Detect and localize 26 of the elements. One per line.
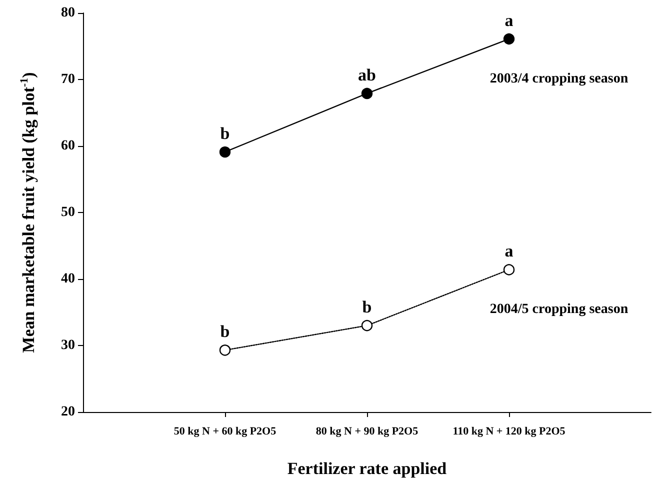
annotation: ab (358, 65, 376, 84)
y-tick-label: 60 (61, 138, 75, 154)
annotation: b (220, 322, 230, 342)
x-tick-label: 110 kg N + 120 kg P2O5 (452, 426, 566, 438)
y-tick-label: 70 (61, 72, 75, 87)
point (361, 320, 373, 332)
x-tick-label: 80 kg N + 90 kg P2O5 (316, 426, 419, 438)
point (503, 264, 515, 276)
point (219, 344, 231, 356)
y-tick-label: 40 (61, 272, 75, 286)
point (361, 88, 373, 100)
series-label: 2004/5 cropping season (490, 302, 628, 318)
annotation: a (504, 10, 514, 30)
point (219, 146, 231, 158)
annotation: b (220, 124, 230, 143)
y-tick-label: 30 (61, 338, 75, 353)
y-axis-title: Mean marketable fruit yield (kg plot-1) (18, 72, 38, 353)
annotation: a (504, 242, 514, 261)
y-tick-label: 20 (61, 404, 75, 420)
annotation: b (362, 298, 372, 317)
x-tick-label: 50 kg N + 60 kg P2O5 (174, 426, 277, 438)
series-label: 2003/4 cropping season (490, 71, 628, 86)
y-tick-label: 50 (61, 205, 75, 220)
x-axis-title: Fertilizer rate applied (287, 459, 448, 478)
point (503, 33, 515, 45)
y-tick-label: 80 (61, 6, 75, 20)
